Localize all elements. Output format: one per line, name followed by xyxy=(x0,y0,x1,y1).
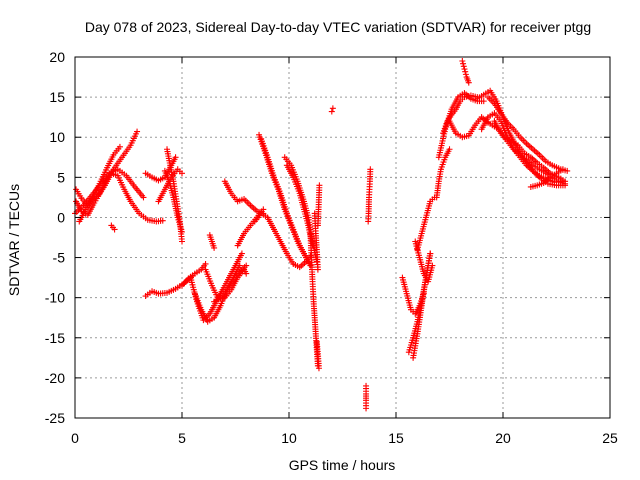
data-point xyxy=(243,262,250,269)
series-track-22 xyxy=(258,135,314,269)
y-tick-label: 15 xyxy=(49,89,65,105)
data-point xyxy=(202,260,209,267)
series-track-20 xyxy=(251,210,314,271)
series-track-19 xyxy=(241,266,250,277)
data-point xyxy=(140,194,147,201)
series-track-31 xyxy=(365,166,374,225)
data-point xyxy=(446,146,453,153)
series-track-36 xyxy=(414,194,438,253)
data-point xyxy=(243,270,250,277)
series-track-26 xyxy=(313,338,322,372)
series-track-30 xyxy=(363,382,370,412)
data-point xyxy=(211,244,218,251)
series-track-27 xyxy=(311,210,321,273)
data-point xyxy=(159,217,166,224)
series-track-5 xyxy=(108,222,118,233)
y-tick-label: 20 xyxy=(49,49,65,65)
y-tick-label: 10 xyxy=(49,129,65,145)
data-point xyxy=(238,250,245,257)
series-track-15 xyxy=(206,232,218,251)
series-track-34 xyxy=(410,250,434,361)
data-point xyxy=(461,66,468,73)
x-tick-label: 20 xyxy=(495,430,511,446)
series-track-37 xyxy=(433,146,453,201)
data-point xyxy=(134,128,141,135)
data-point xyxy=(111,226,118,233)
x-tick-label: 15 xyxy=(388,430,404,446)
y-tick-label: 5 xyxy=(57,169,65,185)
x-axis-label: GPS time / hours xyxy=(289,457,396,473)
y-tick-label: 0 xyxy=(57,209,65,225)
data-point xyxy=(316,182,323,189)
data-point xyxy=(460,63,467,70)
data-point xyxy=(462,71,469,78)
x-tick-label: 25 xyxy=(602,430,618,446)
axis-ticks: 0 5 10 15 20 25 -25 -20 -15 -10 -5 0 5 10 15 20 xyxy=(45,49,618,446)
data-point xyxy=(328,108,335,115)
data-point xyxy=(315,365,322,372)
x-tick-label: 5 xyxy=(178,430,186,446)
data-point xyxy=(462,68,469,75)
data-point xyxy=(329,105,336,112)
y-tick-label: -25 xyxy=(45,410,65,426)
y-tick-label: -20 xyxy=(45,370,65,386)
series-track-28 xyxy=(314,182,323,229)
data-point xyxy=(559,166,566,173)
data-point xyxy=(427,250,434,257)
data-point xyxy=(460,60,467,67)
series-track-35 xyxy=(412,238,436,285)
data-point xyxy=(363,405,370,412)
series-track-39 xyxy=(435,90,487,161)
data-points xyxy=(72,58,571,412)
series-track-4 xyxy=(72,166,147,217)
data-point xyxy=(116,143,123,150)
y-tick-label: -10 xyxy=(45,290,65,306)
x-tick-label: 0 xyxy=(71,430,79,446)
data-point xyxy=(562,180,569,187)
series-track-41 xyxy=(459,58,472,86)
chart-title: Day 078 of 2023, Sidereal Day-to-day VTE… xyxy=(85,19,591,35)
data-point xyxy=(459,58,466,65)
data-point xyxy=(179,170,185,177)
grid-lines xyxy=(75,57,610,418)
data-point xyxy=(179,238,185,245)
data-point xyxy=(429,262,436,269)
data-point xyxy=(314,266,321,273)
plot-frame xyxy=(74,56,611,419)
y-tick-label: -5 xyxy=(53,250,66,266)
data-point xyxy=(465,79,472,86)
data-point xyxy=(564,167,571,174)
y-tick-label: -15 xyxy=(45,330,65,346)
series-track-18 xyxy=(221,178,267,217)
data-point xyxy=(367,166,374,173)
data-point xyxy=(480,98,487,105)
x-tick-label: 10 xyxy=(281,430,297,446)
data-point xyxy=(172,154,179,161)
series-track-47 xyxy=(527,166,566,190)
y-axis-label: SDTVAR / TECUs xyxy=(6,184,22,296)
series-track-3 xyxy=(76,170,166,225)
data-point xyxy=(236,262,243,269)
series-track-9 xyxy=(164,146,185,245)
series-track-29 xyxy=(328,105,336,115)
